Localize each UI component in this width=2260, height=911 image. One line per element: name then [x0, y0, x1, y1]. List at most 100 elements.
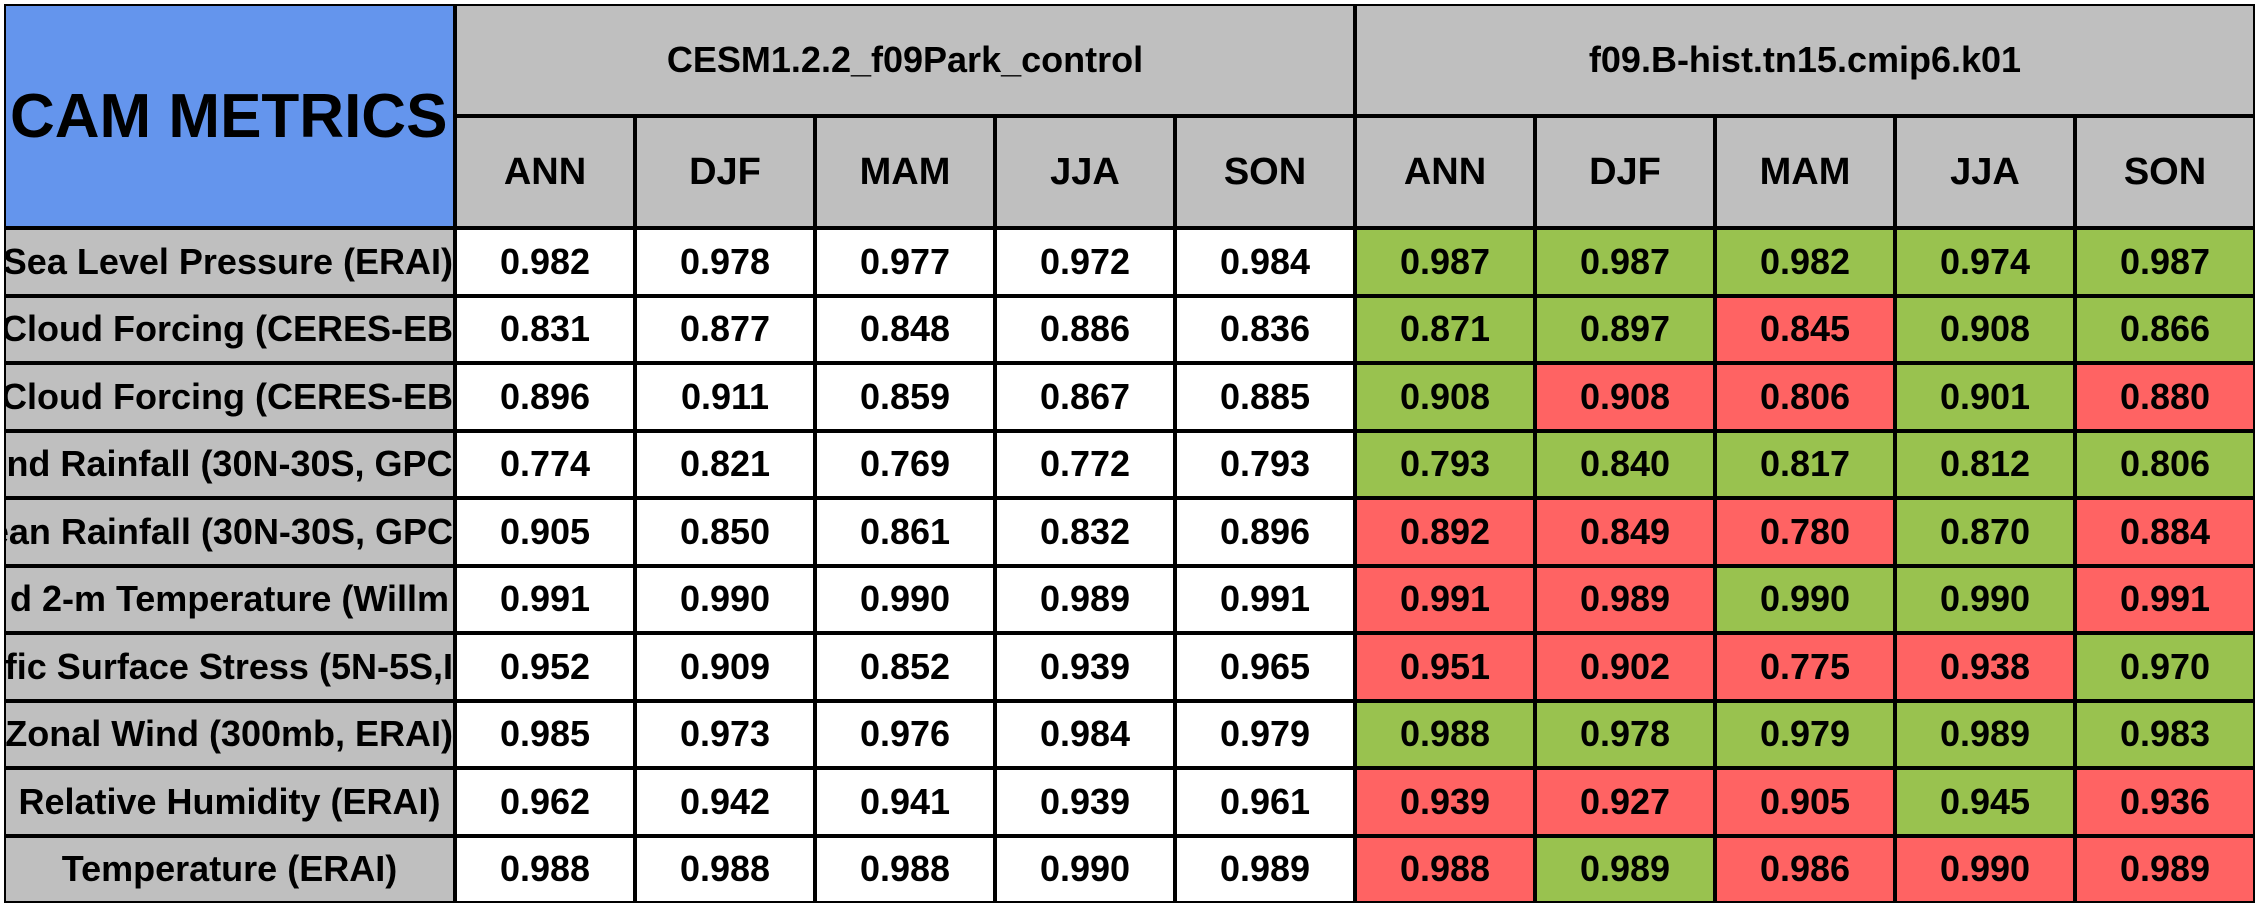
control-value-cell: 0.774: [455, 430, 635, 498]
test-value-cell: 0.897: [1535, 295, 1715, 363]
control-value-cell: 0.793: [1175, 430, 1355, 498]
control-value-cell: 0.991: [1175, 565, 1355, 633]
test-value-cell: 0.908: [1355, 363, 1535, 431]
control-value-cell: 0.988: [635, 835, 815, 903]
control-value-cell: 0.984: [995, 700, 1175, 768]
control-value-cell: 0.972: [995, 228, 1175, 296]
control-value-cell: 0.867: [995, 363, 1175, 431]
row-label: ean Rainfall (30N-30S, GPC: [4, 498, 455, 566]
test-value-cell: 0.990: [1895, 835, 2075, 903]
table-title: CAM METRICS: [4, 4, 455, 228]
row-label-text: nd Rainfall (30N-30S, GPC: [6, 443, 453, 485]
test-season-header-mam: MAM: [1715, 116, 1895, 228]
test-value-cell: 0.978: [1535, 700, 1715, 768]
control-value-cell: 0.976: [815, 700, 995, 768]
test-value-cell: 0.902: [1535, 633, 1715, 701]
control-value-cell: 0.978: [635, 228, 815, 296]
row-label: Zonal Wind (300mb, ERAI): [4, 700, 455, 768]
test-season-header-djf: DJF: [1535, 116, 1715, 228]
row-label-text: Temperature (ERAI): [61, 848, 398, 890]
row-label: Relative Humidity (ERAI): [4, 768, 455, 836]
test-value-cell: 0.849: [1535, 498, 1715, 566]
test-value-cell: 0.806: [1715, 363, 1895, 431]
group-divider: [1354, 4, 1357, 903]
control-value-cell: 0.909: [635, 633, 815, 701]
row-label-text: d 2-m Temperature (Willm: [9, 578, 450, 620]
test-value-cell: 0.780: [1715, 498, 1895, 566]
control-value-cell: 0.941: [815, 768, 995, 836]
control-value-cell: 0.982: [455, 228, 635, 296]
control-value-cell: 0.990: [995, 835, 1175, 903]
test-value-cell: 0.982: [1715, 228, 1895, 296]
control-value-cell: 0.989: [1175, 835, 1355, 903]
control-value-cell: 0.942: [635, 768, 815, 836]
row-label-text: Zonal Wind (300mb, ERAI): [5, 713, 453, 755]
test-value-cell: 0.901: [1895, 363, 2075, 431]
test-value-cell: 0.840: [1535, 430, 1715, 498]
test-value-cell: 0.987: [1355, 228, 1535, 296]
control-value-cell: 0.886: [995, 295, 1175, 363]
test-value-cell: 0.983: [2075, 700, 2255, 768]
control-value-cell: 0.979: [1175, 700, 1355, 768]
test-season-header-son: SON: [2075, 116, 2255, 228]
control-value-cell: 0.877: [635, 295, 815, 363]
control-value-cell: 0.985: [455, 700, 635, 768]
control-value-cell: 0.769: [815, 430, 995, 498]
group-header-test: f09.B-hist.tn15.cmip6.k01: [1355, 4, 2255, 116]
test-value-cell: 0.991: [1355, 565, 1535, 633]
control-value-cell: 0.962: [455, 768, 635, 836]
test-value-cell: 0.817: [1715, 430, 1895, 498]
control-value-cell: 0.973: [635, 700, 815, 768]
control-value-cell: 0.896: [1175, 498, 1355, 566]
test-value-cell: 0.990: [1895, 565, 2075, 633]
control-value-cell: 0.984: [1175, 228, 1355, 296]
control-value-cell: 0.852: [815, 633, 995, 701]
control-season-header-son: SON: [1175, 116, 1355, 228]
control-season-header-mam: MAM: [815, 116, 995, 228]
test-season-header-ann: ANN: [1355, 116, 1535, 228]
control-value-cell: 0.836: [1175, 295, 1355, 363]
test-value-cell: 0.927: [1535, 768, 1715, 836]
test-value-cell: 0.986: [1715, 835, 1895, 903]
row-label-text: fic Surface Stress (5N-5S,I: [4, 645, 453, 687]
test-value-cell: 0.845: [1715, 295, 1895, 363]
test-value-cell: 0.880: [2075, 363, 2255, 431]
control-value-cell: 0.991: [455, 565, 635, 633]
control-value-cell: 0.989: [995, 565, 1175, 633]
control-value-cell: 0.832: [995, 498, 1175, 566]
row-label-text: Relative Humidity (ERAI): [18, 780, 441, 822]
test-value-cell: 0.989: [2075, 835, 2255, 903]
group-header-control: CESM1.2.2_f09Park_control: [455, 4, 1355, 116]
test-value-cell: 0.988: [1355, 700, 1535, 768]
control-value-cell: 0.939: [995, 768, 1175, 836]
test-value-cell: 0.905: [1715, 768, 1895, 836]
control-value-cell: 0.885: [1175, 363, 1355, 431]
test-value-cell: 0.990: [1715, 565, 1895, 633]
control-value-cell: 0.988: [455, 835, 635, 903]
test-value-cell: 0.979: [1715, 700, 1895, 768]
test-value-cell: 0.988: [1355, 835, 1535, 903]
test-value-cell: 0.775: [1715, 633, 1895, 701]
test-value-cell: 0.884: [2075, 498, 2255, 566]
test-value-cell: 0.870: [1895, 498, 2075, 566]
control-value-cell: 0.896: [455, 363, 635, 431]
control-value-cell: 0.961: [1175, 768, 1355, 836]
control-value-cell: 0.831: [455, 295, 635, 363]
row-label: Temperature (ERAI): [4, 835, 455, 903]
control-value-cell: 0.990: [815, 565, 995, 633]
row-label: fic Surface Stress (5N-5S,I: [4, 633, 455, 701]
control-value-cell: 0.859: [815, 363, 995, 431]
row-label: Cloud Forcing (CERES-EB: [4, 295, 455, 363]
control-value-cell: 0.965: [1175, 633, 1355, 701]
row-label: d 2-m Temperature (Willm: [4, 565, 455, 633]
test-value-cell: 0.974: [1895, 228, 2075, 296]
control-season-header-jja: JJA: [995, 116, 1175, 228]
control-value-cell: 0.905: [455, 498, 635, 566]
row-label: nd Rainfall (30N-30S, GPC: [4, 430, 455, 498]
test-value-cell: 0.989: [1535, 835, 1715, 903]
control-value-cell: 0.952: [455, 633, 635, 701]
test-value-cell: 0.806: [2075, 430, 2255, 498]
control-value-cell: 0.977: [815, 228, 995, 296]
control-value-cell: 0.772: [995, 430, 1175, 498]
control-value-cell: 0.988: [815, 835, 995, 903]
